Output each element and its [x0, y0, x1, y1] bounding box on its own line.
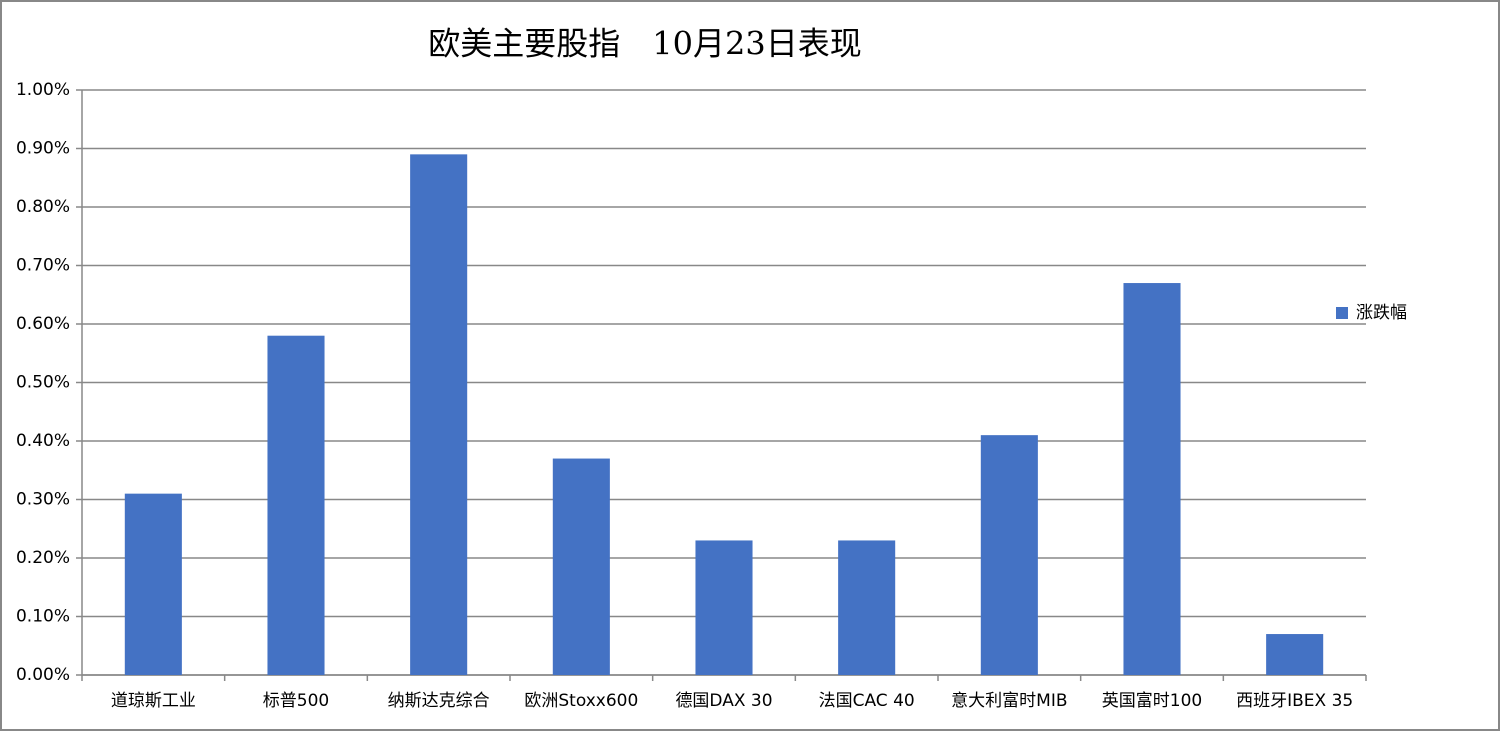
y-tick-label: 0.90%: [16, 139, 70, 159]
x-tick-label: 纳斯达克综合: [388, 691, 490, 711]
y-tick-label: 0.80%: [16, 197, 70, 217]
bar: [410, 154, 468, 676]
x-tick-label: 德国DAX 30: [675, 691, 772, 711]
y-tick-label: 0.50%: [16, 373, 70, 393]
bar: [124, 493, 182, 675]
y-tick-label: 0.00%: [16, 665, 70, 685]
y-tick-label: 0.60%: [16, 314, 70, 334]
legend-swatch: [1336, 307, 1348, 319]
x-tick-label: 英国富时100: [1102, 691, 1202, 711]
chart-title: 欧美主要股指 10月23日表现: [428, 25, 861, 63]
x-tick-label: 道琼斯工业: [111, 691, 196, 711]
x-tick-label: 西班牙IBEX 35: [1236, 691, 1353, 711]
bar: [695, 540, 753, 675]
y-tick-label: 0.70%: [16, 256, 70, 276]
bar: [1123, 283, 1181, 675]
x-tick-label: 意大利富时MIB: [951, 691, 1067, 711]
y-tick-label: 0.10%: [16, 607, 70, 627]
y-tick-label: 0.20%: [16, 548, 70, 568]
legend-label: 涨跌幅: [1356, 303, 1407, 323]
y-tick-label: 0.40%: [16, 431, 70, 451]
x-tick-label: 欧洲Stoxx600: [524, 691, 638, 711]
bar: [552, 458, 610, 675]
bar: [980, 435, 1038, 675]
bar: [1266, 634, 1324, 675]
y-tick-label: 1.00%: [16, 80, 70, 100]
x-tick-label: 法国CAC 40: [819, 691, 915, 711]
bar: [838, 540, 896, 675]
bar: [267, 335, 325, 675]
x-tick-label: 标普500: [263, 691, 329, 711]
y-tick-label: 0.30%: [16, 490, 70, 510]
